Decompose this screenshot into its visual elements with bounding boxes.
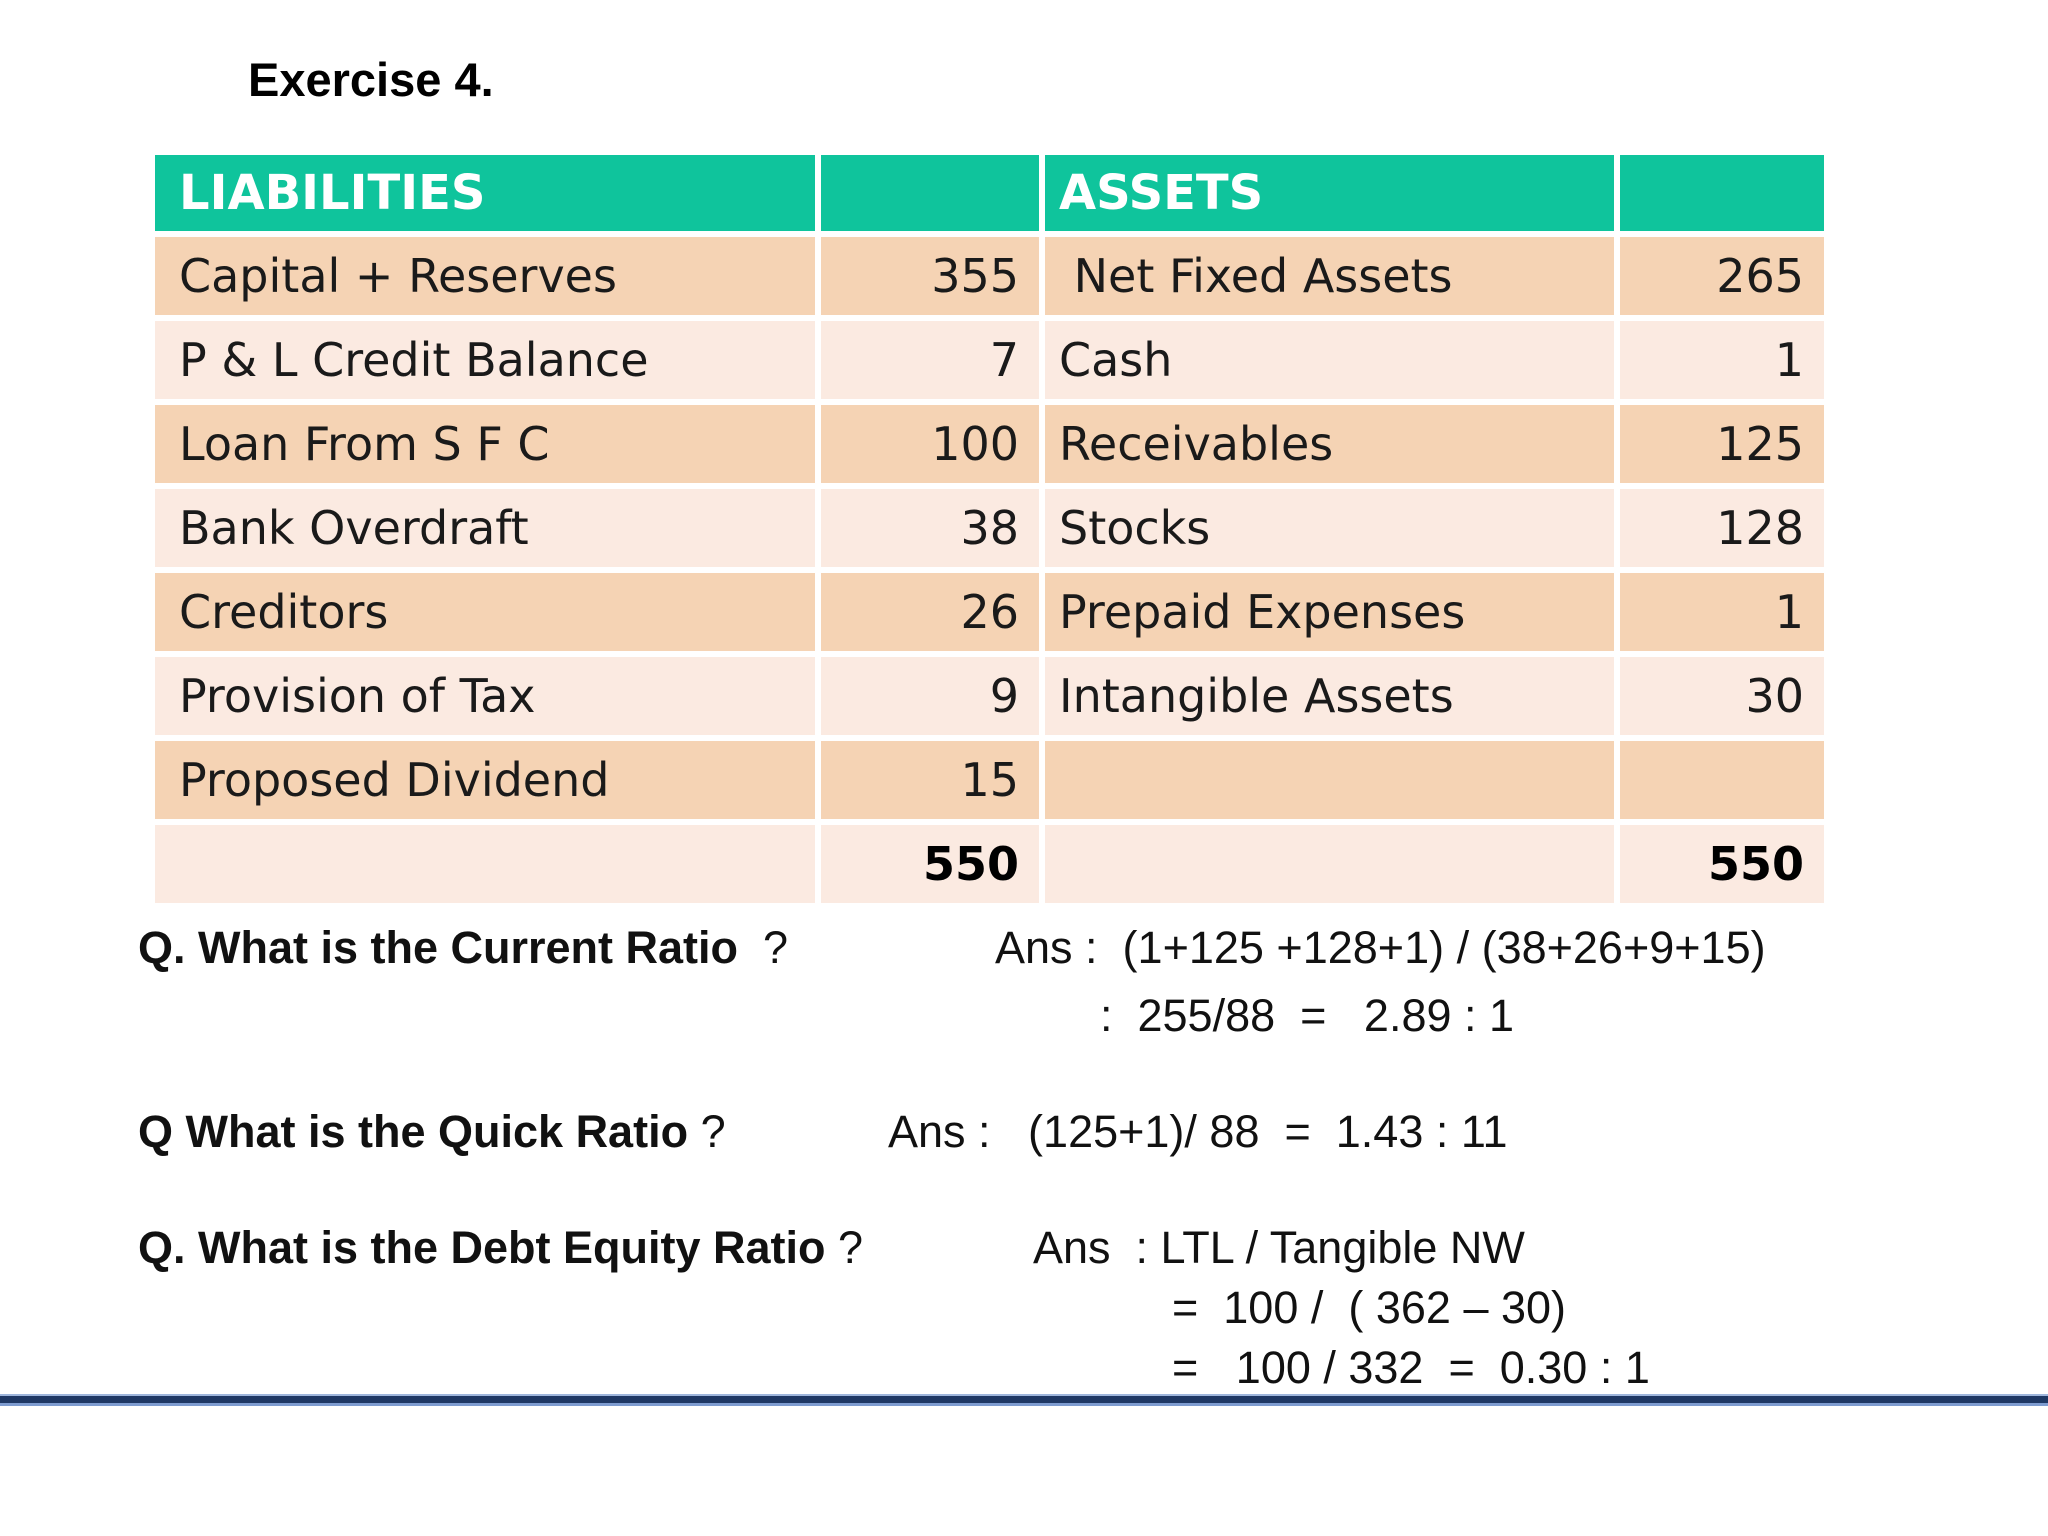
col-header-liabilities-amount <box>821 155 1039 231</box>
bottom-divider-line <box>0 1394 2048 1406</box>
question-current-ratio-mark: ? <box>738 922 789 973</box>
cell-asset-name: Net Fixed Assets <box>1045 237 1614 315</box>
cell-assets-total: 550 <box>1620 825 1824 903</box>
cell-liability-value: 26 <box>821 573 1039 651</box>
cell-asset-name <box>1045 825 1614 903</box>
question-quick-ratio: Q What is the Quick Ratio ? <box>138 1106 726 1158</box>
answer-current-ratio-line2: : 255/88 = 2.89 : 1 <box>1100 990 1515 1041</box>
cell-asset-name: Cash <box>1045 321 1614 399</box>
question-current-ratio: Q. What is the Current Ratio ? <box>138 922 788 974</box>
cell-liability-name: Bank Overdraft <box>155 489 815 567</box>
cell-asset-value: 128 <box>1620 489 1824 567</box>
question-quick-ratio-label: Q What is the Quick Ratio <box>138 1106 689 1157</box>
cell-asset-name: Intangible Assets <box>1045 657 1614 735</box>
answer-quick-ratio: Ans : (125+1)/ 88 = 1.43 : 11 <box>888 1106 1508 1157</box>
cell-liability-value: 15 <box>821 741 1039 819</box>
cell-asset-value: 265 <box>1620 237 1824 315</box>
question-debt-equity-ratio: Q. What is the Debt Equity Ratio ? <box>138 1222 863 1274</box>
col-header-assets: ASSETS <box>1045 155 1614 231</box>
question-debt-equity-label: Q. What is the Debt Equity Ratio <box>138 1222 826 1273</box>
cell-liability-value: 9 <box>821 657 1039 735</box>
question-debt-equity-mark: ? <box>825 1222 864 1273</box>
cell-liability-name: Proposed Dividend <box>155 741 815 819</box>
cell-asset-value: 30 <box>1620 657 1824 735</box>
cell-asset-name: Stocks <box>1045 489 1614 567</box>
answer-current-ratio: Ans : (1+125 +128+1) / (38+26+9+15) <box>995 922 1766 973</box>
cell-asset-name: Prepaid Expenses <box>1045 573 1614 651</box>
cell-liability-name: Capital + Reserves <box>155 237 815 315</box>
cell-asset-value: 1 <box>1620 321 1824 399</box>
cell-liability-name: Creditors <box>155 573 815 651</box>
cell-asset-value: 125 <box>1620 405 1824 483</box>
cell-asset-name <box>1045 741 1614 819</box>
cell-asset-value <box>1620 741 1824 819</box>
cell-liabilities-total: 550 <box>821 825 1039 903</box>
cell-asset-value: 1 <box>1620 573 1824 651</box>
slide-title: Exercise 4. <box>248 53 494 106</box>
col-header-liabilities: LIABILITIES <box>155 155 815 231</box>
answer-debt-equity-line2: = 100 / ( 362 – 30) <box>1172 1282 1567 1333</box>
cell-liability-value: 355 <box>821 237 1039 315</box>
question-current-ratio-label: Q. What is the Current Ratio <box>138 922 739 973</box>
cell-liability-value: 100 <box>821 405 1039 483</box>
answer-debt-equity-line3: = 100 / 332 = 0.30 : 1 <box>1172 1342 1650 1393</box>
cell-asset-name: Receivables <box>1045 405 1614 483</box>
balance-sheet-table: LIABILITIES ASSETS Capital + Reserves 35… <box>155 155 1824 903</box>
question-quick-ratio-mark: ? <box>688 1106 726 1157</box>
cell-liability-name: Provision of Tax <box>155 657 815 735</box>
cell-liability-name: Loan From S F C <box>155 405 815 483</box>
cell-liability-name <box>155 825 815 903</box>
cell-liability-name: P & L Credit Balance <box>155 321 815 399</box>
cell-liability-value: 7 <box>821 321 1039 399</box>
cell-liability-value: 38 <box>821 489 1039 567</box>
answer-debt-equity: Ans : LTL / Tangible NW <box>1033 1222 1525 1273</box>
col-header-assets-amount <box>1620 155 1824 231</box>
